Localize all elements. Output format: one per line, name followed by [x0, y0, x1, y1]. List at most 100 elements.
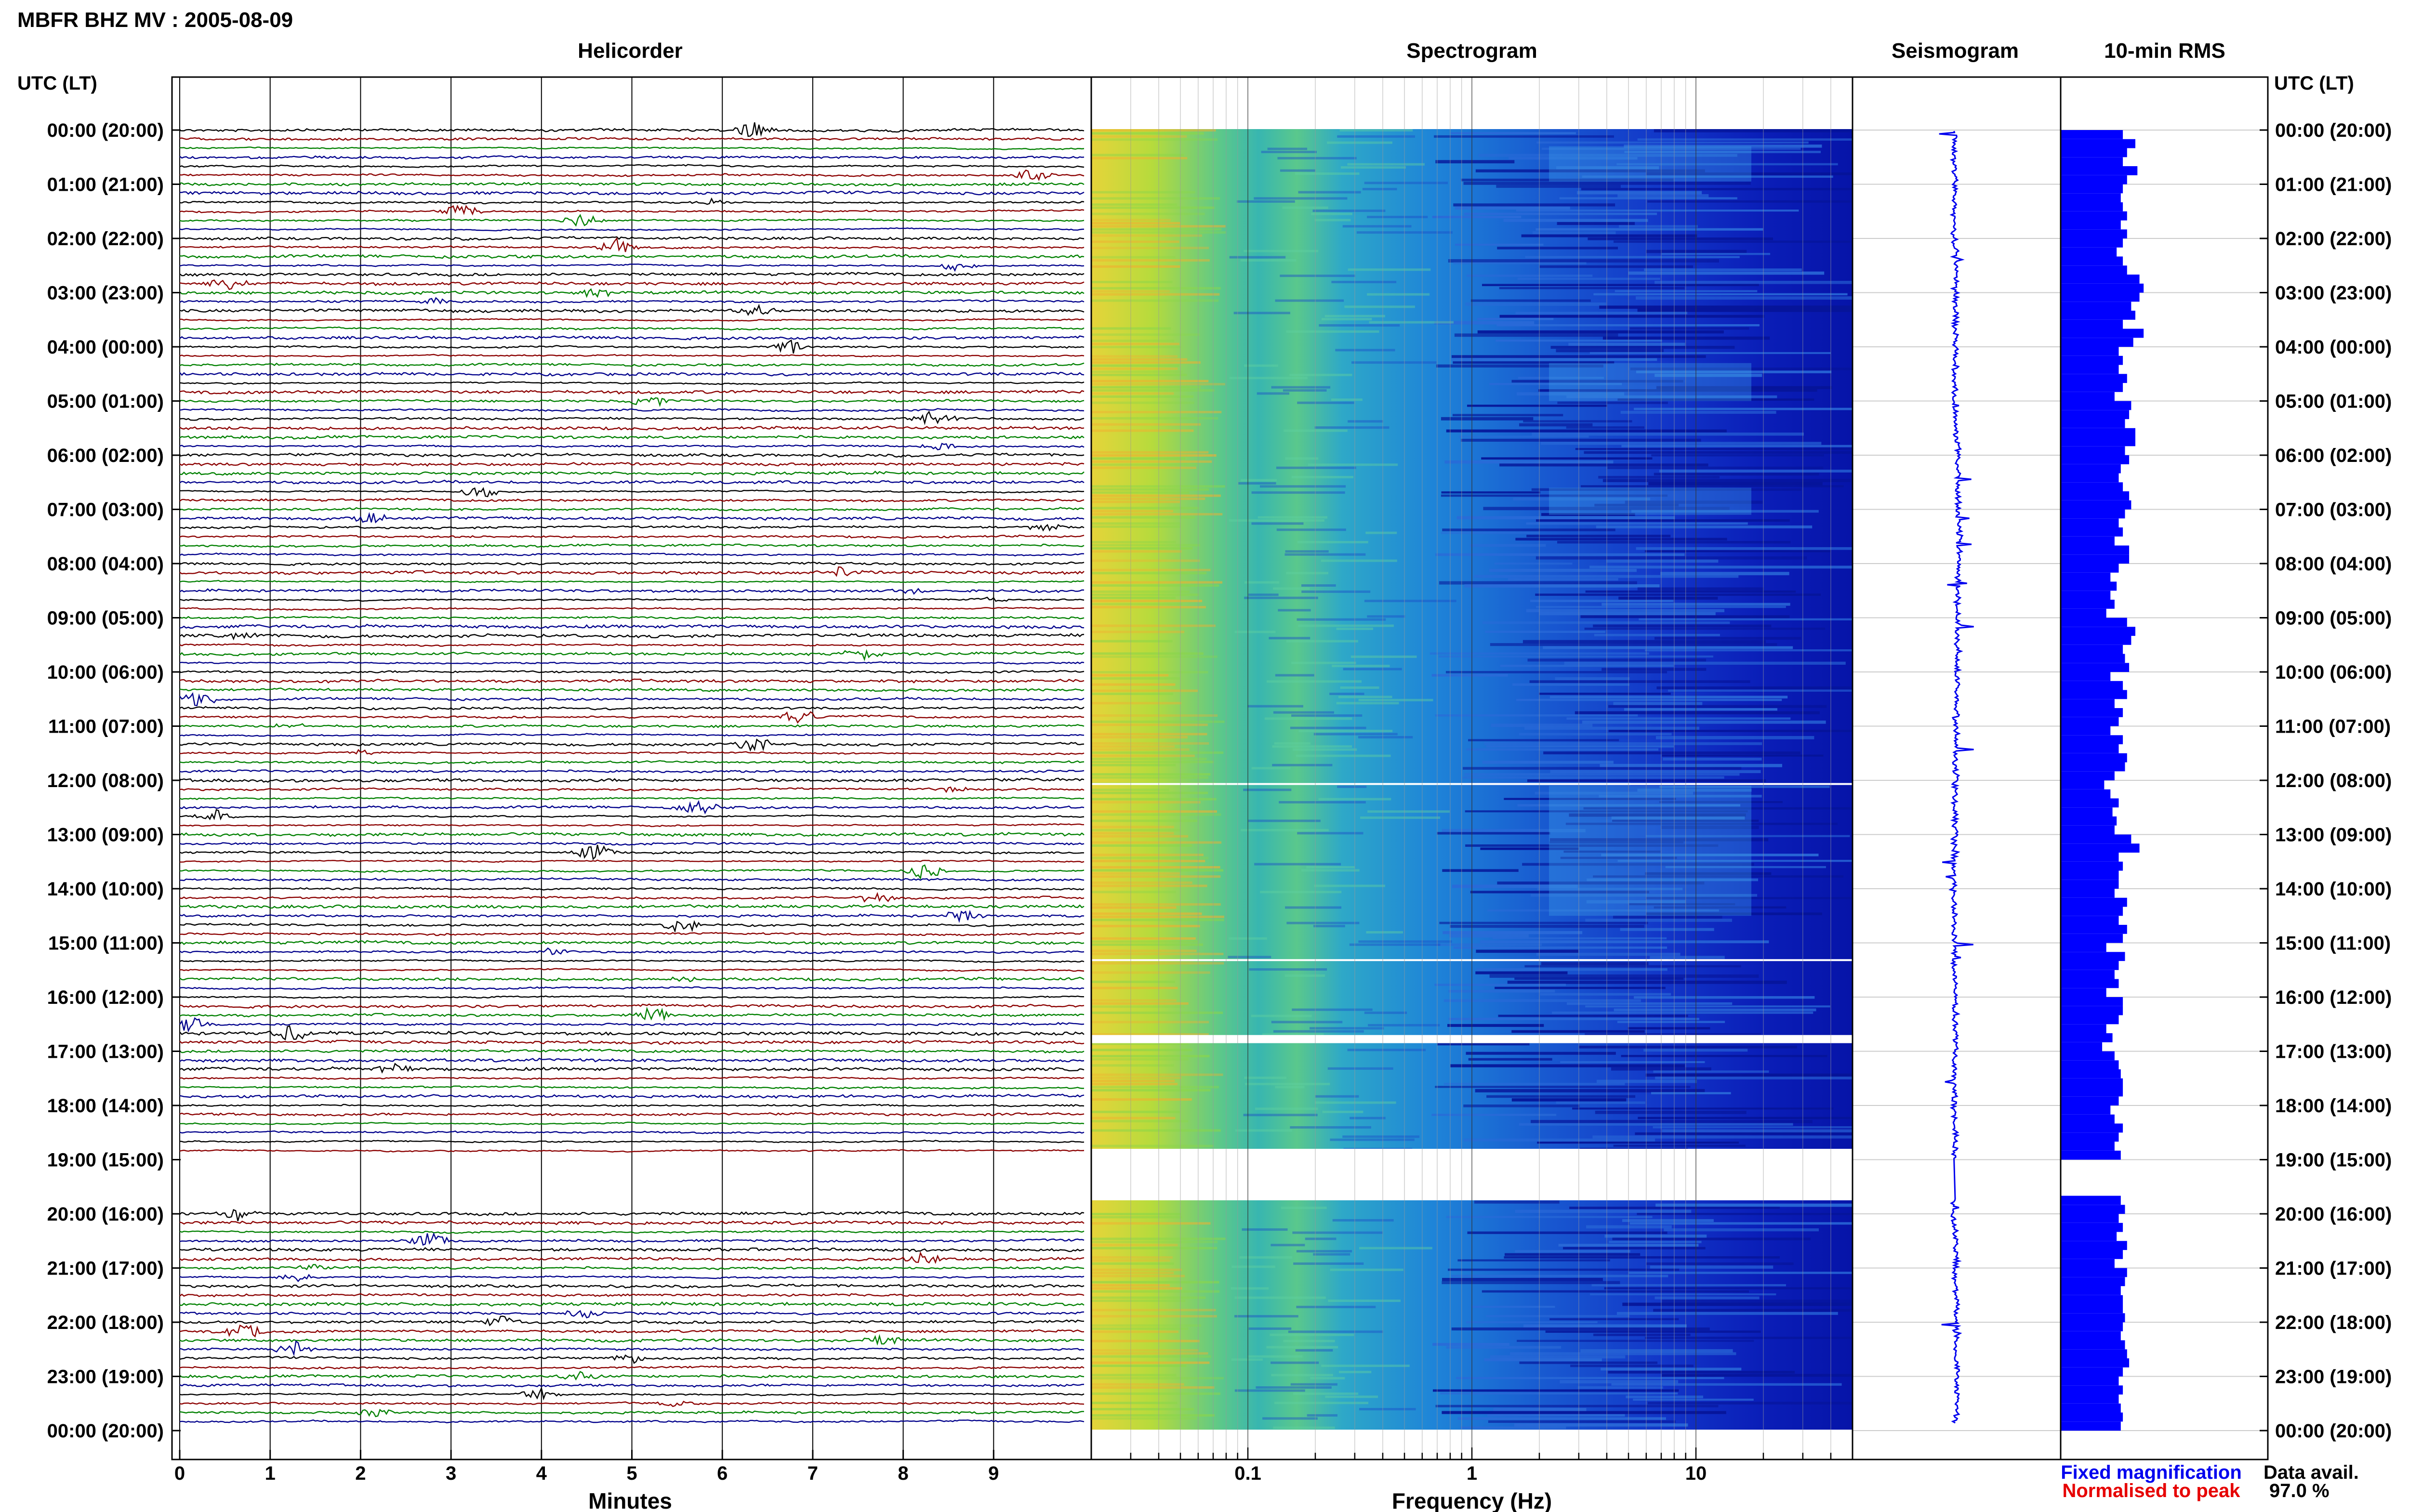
rms-bar — [2061, 726, 2111, 736]
spectrogram-streak — [1251, 522, 1304, 525]
spectrogram-streak — [1091, 742, 1209, 745]
spectrogram-streak — [1091, 544, 1200, 547]
rms-bar — [2061, 717, 2119, 726]
spectrogram-streak — [1322, 318, 1372, 321]
helicorder-trace-line — [179, 769, 1085, 774]
spectrogram-streak — [1091, 401, 1194, 404]
rms-bar — [2061, 473, 2119, 483]
spectrogram-streak — [1091, 1077, 1182, 1079]
helicorder-trace-line — [179, 1076, 1085, 1080]
rms-bar — [2061, 383, 2123, 392]
spectrogram-streak — [1271, 1361, 1319, 1364]
spectrogram-streak — [1259, 485, 1346, 488]
spectrogram-streak — [1273, 711, 1334, 714]
rms-bar — [2061, 292, 2140, 302]
spectrogram-streak — [1234, 1296, 1326, 1299]
spectrogram-streak — [1480, 847, 1579, 850]
spectrogram-streak — [1477, 330, 1724, 334]
y-tick-label: 19:00 (15:00) — [2275, 1150, 2392, 1171]
spectrogram-streak — [1486, 745, 1674, 748]
spectrogram-patch — [1549, 146, 1751, 182]
helicorder-trace-line — [179, 1324, 1085, 1338]
spectrogram-streak — [1332, 1219, 1394, 1222]
helicorder-trace-line — [179, 197, 1085, 205]
spectrogram-streak — [1622, 1219, 1714, 1222]
spectrogram-streak — [1617, 860, 1853, 862]
rms-bar — [2061, 681, 2123, 690]
spectrogram-streak — [1286, 921, 1360, 924]
helicorder-trace-line — [179, 959, 1085, 963]
spectrogram-streak — [1310, 1027, 1384, 1030]
spectrogram-streak — [1358, 940, 1452, 943]
spectrogram-streak — [1620, 928, 1714, 931]
helicorder-trace-line — [179, 425, 1085, 431]
helicorder-trace-line — [179, 204, 1085, 216]
spectrogram-streak — [1624, 708, 1777, 711]
rms-bar — [2061, 275, 2140, 284]
spectrogram-streak — [1435, 1405, 1719, 1407]
spectrogram-streak — [1298, 730, 1393, 733]
spectrogram-streak — [1329, 693, 1364, 695]
spectrogram-streak — [1091, 677, 1180, 680]
rms-bar — [2061, 247, 2117, 257]
spectrogram-streak — [1646, 1262, 1794, 1265]
spectrogram-streak — [1091, 810, 1217, 813]
spectrogram-streak — [1091, 293, 1220, 296]
spectrogram-streak — [1369, 321, 1454, 324]
spectrogram-streak — [1091, 835, 1189, 838]
spectrogram-streak — [1432, 1343, 1509, 1346]
spectrogram-streak — [1654, 473, 1819, 476]
spectrogram-streak — [1465, 844, 1719, 847]
spectrogram-streak — [1535, 791, 1694, 795]
rms-bar — [2061, 1096, 2119, 1106]
y-tick-label: 02:00 (22:00) — [47, 228, 164, 250]
rms-bar — [2061, 1042, 2103, 1052]
rms-bar — [2061, 1060, 2119, 1070]
helicorder-title: Helicorder — [578, 39, 683, 63]
helicorder-trace-line — [179, 487, 1085, 498]
rms-bar — [2061, 166, 2138, 175]
spectrogram-streak — [1541, 513, 1635, 516]
spectrogram-streak — [1575, 448, 1851, 450]
helicorder-trace-line — [179, 1340, 1085, 1356]
spectrogram-streak — [1569, 1207, 1780, 1210]
spectrogram-streak — [1091, 1392, 1220, 1395]
spectrogram-streak — [1565, 823, 1838, 825]
spectrogram-streak — [1630, 368, 1853, 370]
spectrogram-streak — [1441, 491, 1540, 494]
spectrogram-streak — [1438, 655, 1713, 657]
spectrogram-streak — [1229, 377, 1308, 380]
spectrogram-streak — [1513, 498, 1651, 501]
spectrogram-streak — [1091, 689, 1198, 692]
rms-bar — [2061, 329, 2144, 338]
rms-bar — [2061, 229, 2127, 239]
spectrogram-streak — [1091, 1012, 1223, 1014]
rms-bar — [2061, 1105, 2111, 1115]
spectrogram-streak — [1091, 763, 1176, 766]
spectrogram-streak — [1091, 507, 1199, 510]
helicorder-trace-line — [179, 1383, 1085, 1388]
spectrogram-streak — [1091, 683, 1176, 686]
helicorder-trace-line — [179, 214, 1085, 227]
spectrogram-streak — [1523, 1324, 1687, 1328]
rms-bar — [2061, 184, 2123, 194]
spectrogram-streak — [1091, 986, 1178, 989]
rms-bar — [2061, 591, 2111, 600]
helicorder-trace-line — [179, 1251, 1085, 1264]
helicorder-trace-line — [179, 362, 1085, 367]
spectrogram-streak — [1609, 1240, 1702, 1243]
spectrogram-streak — [1443, 1083, 1625, 1085]
spectrogram-streak — [1662, 1300, 1853, 1303]
spectrogram-streak — [1508, 578, 1618, 581]
helicorder-trace-line — [179, 1121, 1085, 1126]
spectrogram-streak — [1285, 457, 1319, 460]
spectrogram-streak — [1091, 259, 1210, 262]
spectrogram-streak — [1285, 906, 1342, 909]
spectrogram-streak — [1091, 869, 1223, 872]
spectrogram-streak — [1589, 352, 1831, 354]
helicorder-trace-line — [179, 1400, 1085, 1407]
spectrogram-streak — [1452, 414, 1563, 417]
rms-bar — [2061, 1412, 2123, 1422]
rms-bar — [2061, 952, 2125, 961]
spectrogram-streak — [1442, 528, 1615, 531]
